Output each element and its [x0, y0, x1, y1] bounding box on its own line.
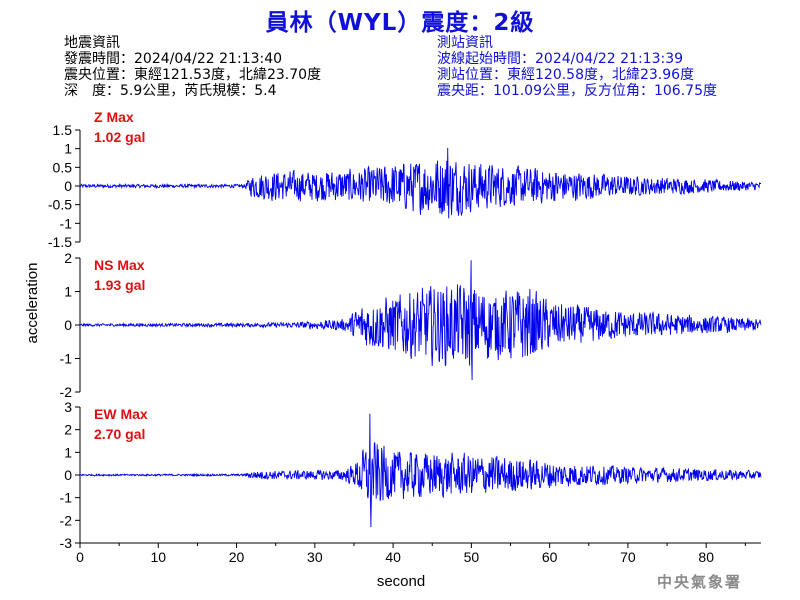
x-tick-label: 30: [307, 549, 323, 565]
y-tick-label: 0: [64, 317, 72, 333]
y-axis-title: acceleration: [24, 263, 41, 344]
component-max-label: 1.93 gal: [94, 277, 145, 293]
y-tick-label: 2: [64, 250, 72, 266]
y-tick-label: -1.5: [48, 234, 72, 250]
quake-depth-magnitude: 深 度：5.9公里，芮氏規模：5.4: [64, 83, 277, 99]
station-info-heading: 測站資訊: [437, 35, 493, 51]
quake-epicenter: 震央位置：東經121.53度，北緯23.70度: [64, 67, 322, 83]
component-max-label: 1.02 gal: [94, 129, 145, 145]
x-tick-label: 80: [698, 549, 714, 565]
quake-info-block: 地震資訊 發震時間：2024/04/22 21:13:40 震央位置：東經121.5…: [64, 35, 321, 99]
component-max-label: 2.70 gal: [94, 426, 145, 442]
y-tick-label: -0.5: [48, 197, 72, 213]
x-tick-label: 60: [542, 549, 558, 565]
y-tick-label: -2: [60, 384, 73, 400]
x-tick-label: 70: [620, 549, 636, 565]
x-tick-label: 50: [464, 549, 480, 565]
y-tick-label: 1: [64, 444, 72, 460]
x-tick-label: 10: [150, 549, 166, 565]
waveform-trace: [79, 260, 762, 381]
station-wave-start: 波線起始時間：2024/04/22 21:13:39: [437, 51, 684, 67]
component-name-label: NS Max: [94, 257, 145, 273]
agency-watermark: 中央氣象署: [657, 573, 743, 591]
x-tick-label: 20: [229, 549, 245, 565]
x-tick-label: 0: [76, 549, 84, 565]
y-tick-label: -1: [60, 351, 73, 367]
quake-info-heading: 地震資訊: [64, 35, 120, 51]
y-tick-label: -2: [60, 512, 73, 528]
component-name-label: EW Max: [94, 406, 148, 422]
waveform-trace: [79, 413, 762, 528]
y-tick-label: 3: [64, 399, 72, 415]
station-position: 測站位置：東經120.58度，北緯23.96度: [437, 67, 695, 83]
waveform-trace: [79, 147, 761, 219]
y-tick-label: -1: [60, 490, 73, 506]
quake-origin-time: 發震時間：2024/04/22 21:13:40: [64, 51, 283, 67]
y-tick-label: 0: [64, 178, 72, 194]
chart-title: 員林（WYL）震度：2級: [265, 10, 535, 36]
x-axis-title: second: [377, 573, 425, 590]
y-tick-label: 0: [64, 467, 72, 483]
y-tick-label: 1: [64, 141, 72, 157]
y-tick-label: -1: [60, 215, 73, 231]
y-tick-label: 1.5: [53, 122, 73, 138]
y-tick-label: 0.5: [53, 159, 73, 175]
y-tick-label: 2: [64, 422, 72, 438]
y-tick-label: 1: [64, 284, 72, 300]
y-tick-label: -3: [60, 535, 73, 551]
component-name-label: Z Max: [94, 109, 134, 125]
station-info-block: 測站資訊 波線起始時間：2024/04/22 21:13:39 測站位置：東經120…: [437, 35, 717, 99]
station-distance: 震央距：101.09公里，反方位角：106.75度: [437, 83, 717, 99]
x-tick-label: 40: [385, 549, 401, 565]
